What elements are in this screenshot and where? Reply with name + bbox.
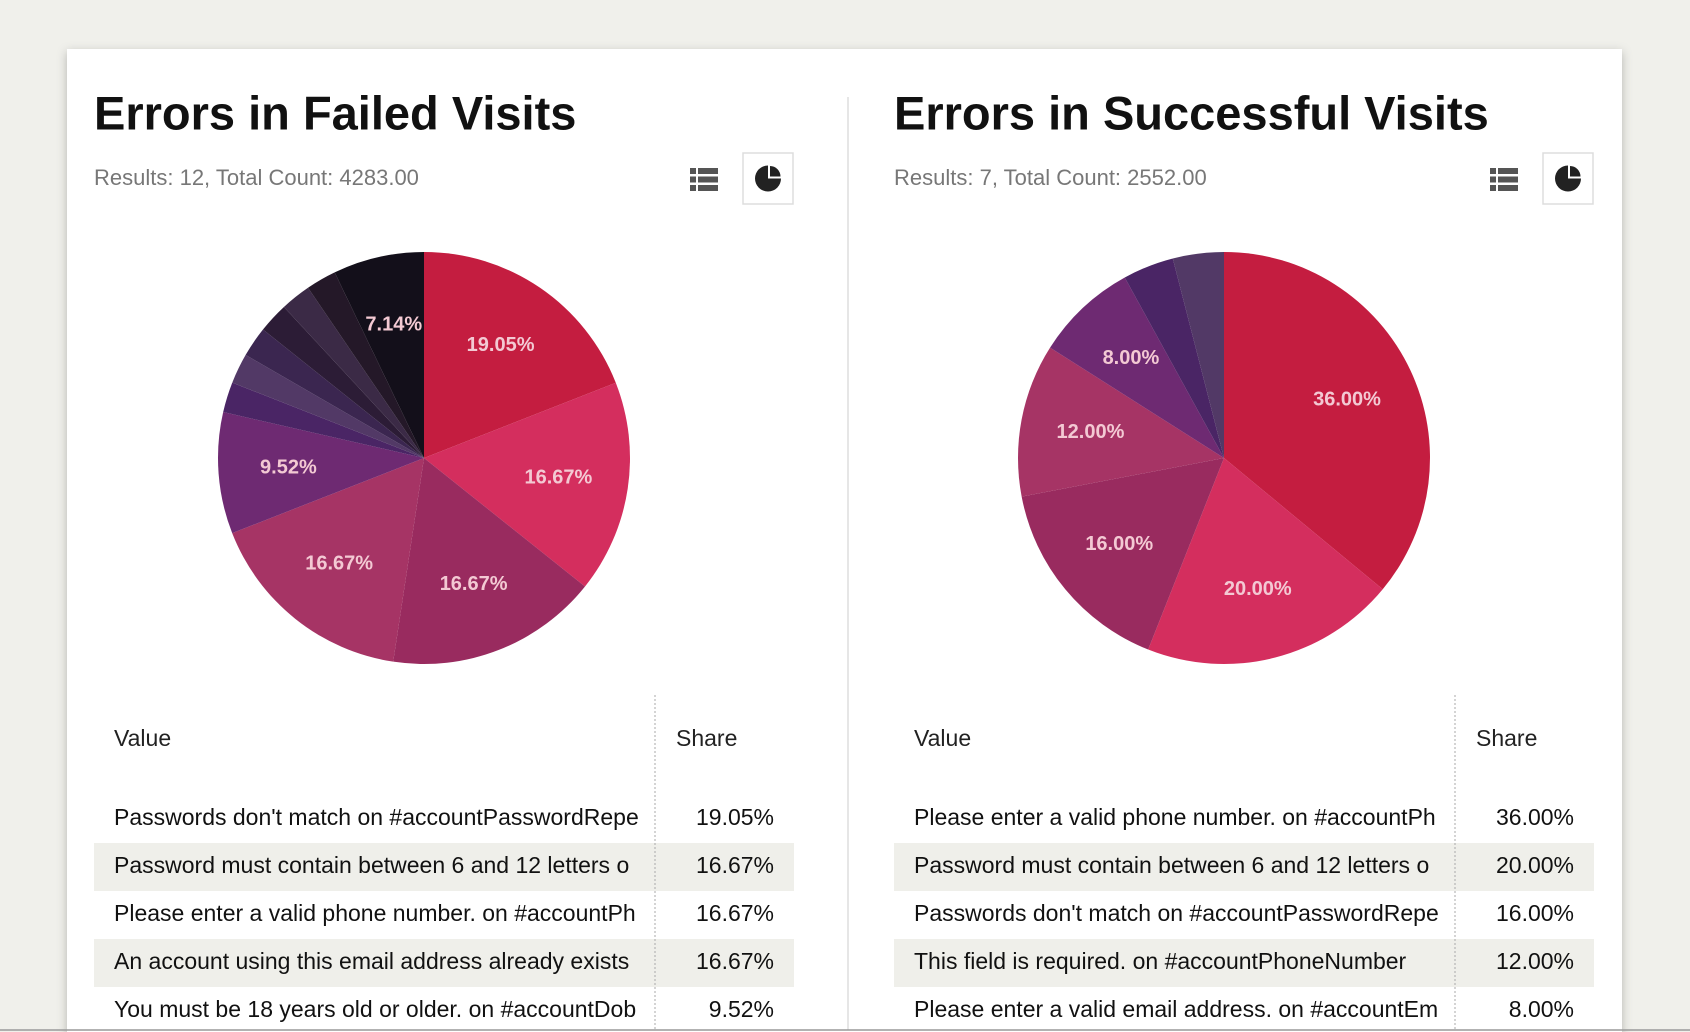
cell-share: 19.05% (696, 804, 774, 830)
slice-label: 16.67% (440, 573, 508, 595)
list-icon-dot (690, 185, 696, 191)
cell-value: An account using this email address alre… (114, 948, 629, 974)
slice-label: 7.14% (365, 314, 422, 336)
pie-slice (393, 458, 586, 664)
cell-share: 16.00% (1496, 900, 1574, 926)
row-shade (894, 843, 1594, 891)
pie-slice (1050, 277, 1224, 458)
slice-label: 16.67% (305, 553, 373, 575)
cell-share: 12.00% (1496, 948, 1574, 974)
cell-value: Password must contain between 6 and 12 l… (114, 852, 629, 878)
pie-slice (424, 252, 616, 458)
column-header: Share (676, 725, 737, 751)
list-icon-dot (690, 176, 696, 183)
pie-slice (1018, 347, 1224, 497)
cell-value: Passwords don't match on #accountPasswor… (114, 804, 639, 830)
slice-label: 16.00% (1085, 533, 1153, 555)
slice-label: 19.05% (467, 334, 535, 356)
column-header: Value (914, 725, 971, 751)
pie-icon-wedge (770, 166, 781, 177)
pie-slice (283, 287, 424, 458)
slice-label: 16.67% (525, 467, 593, 489)
row-shade (894, 939, 1594, 987)
row-shade (94, 939, 794, 987)
pie-slice (1124, 258, 1224, 458)
cell-value: Passwords don't match on #accountPasswor… (914, 900, 1439, 926)
pie-slice (245, 329, 424, 458)
cell-value: Please enter a valid phone number. on #a… (914, 804, 1436, 830)
column-header: Value (114, 725, 171, 751)
list-icon-bar (698, 176, 718, 183)
list-icon-dot (1490, 185, 1496, 191)
cell-share: 16.67% (696, 900, 774, 926)
pie-slice (1172, 252, 1224, 458)
cell-share: 16.67% (696, 948, 774, 974)
list-icon-bar (698, 168, 718, 174)
cell-share: 9.52% (709, 996, 774, 1022)
list-icon-bar (1498, 176, 1518, 183)
slice-label: 9.52% (260, 456, 317, 478)
pie-slice (424, 382, 630, 587)
list-icon-dot (1490, 168, 1496, 174)
row-shade (94, 843, 794, 891)
pie-slice (334, 252, 424, 458)
pie-slice (232, 354, 424, 458)
pie-slice (223, 382, 424, 458)
list-icon-dot (1490, 176, 1496, 183)
panel-subtitle: Results: 12, Total Count: 4283.00 (94, 165, 419, 190)
cell-value: Please enter a valid email address. on #… (914, 996, 1438, 1022)
pie-slice (262, 306, 424, 458)
cell-share: 36.00% (1496, 804, 1574, 830)
list-icon-dot (690, 168, 696, 174)
slice-label: 8.00% (1103, 347, 1160, 369)
column-header: Share (1476, 725, 1537, 751)
panel-subtitle: Results: 7, Total Count: 2552.00 (894, 165, 1207, 190)
pie-icon-wedge (1570, 166, 1581, 177)
slice-label: 20.00% (1224, 578, 1292, 600)
pie-slice (1148, 458, 1383, 664)
pie-slice (232, 458, 424, 662)
cell-share: 20.00% (1496, 852, 1574, 878)
slice-label: 12.00% (1057, 421, 1125, 443)
pie-slice (1021, 458, 1224, 650)
cell-value: This field is required. on #accountPhone… (914, 948, 1407, 974)
list-icon-bar (1498, 168, 1518, 174)
pie-slice (218, 412, 424, 534)
cell-share: 8.00% (1509, 996, 1574, 1022)
panel-title: Errors in Successful Visits (894, 86, 1489, 139)
slice-label: 36.00% (1313, 388, 1381, 410)
cell-value: Password must contain between 6 and 12 l… (914, 852, 1429, 878)
cell-value: You must be 18 years old or older. on #a… (114, 996, 636, 1022)
panel-title: Errors in Failed Visits (94, 86, 576, 139)
list-icon-bar (698, 185, 718, 191)
cell-value: Please enter a valid phone number. on #a… (114, 900, 636, 926)
pie-slice (307, 272, 424, 458)
pie-slice (1224, 252, 1430, 590)
cell-share: 16.67% (696, 852, 774, 878)
list-icon-bar (1498, 185, 1518, 191)
